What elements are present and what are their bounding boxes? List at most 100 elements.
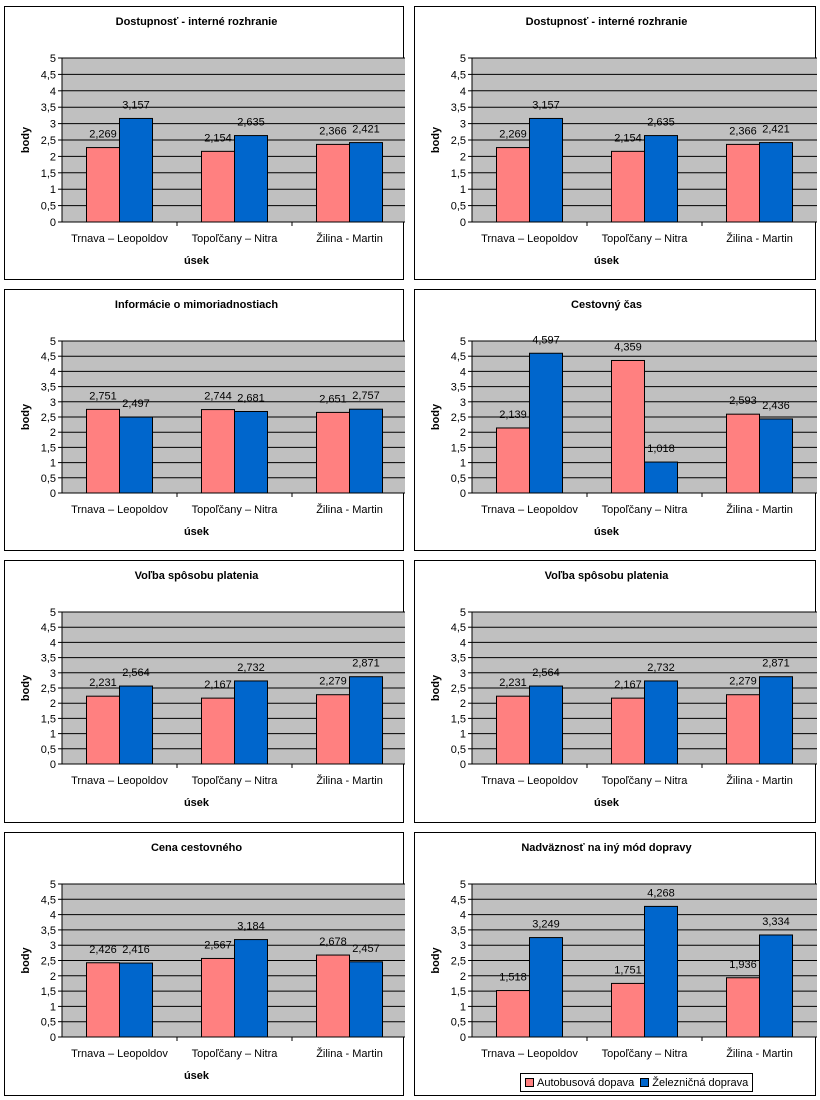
data-label: 2,416 [122,944,150,956]
bar [234,410,268,494]
x-axis-label: úsek [184,255,210,267]
data-label: 2,871 [352,658,380,670]
y-tick-label: 3 [50,940,56,952]
y-tick-label: 2 [460,151,466,163]
y-axis-label: body [430,946,442,973]
y-tick-label: 2 [50,427,56,439]
y-tick-label: 0 [50,1032,56,1044]
data-label: 2,279 [729,676,757,688]
y-tick-label: 4 [460,366,466,378]
data-label: 2,426 [89,944,117,956]
chart-title: Cena cestovného [151,842,242,854]
chart-svg: Voľba spôsobu platenia 0 0,5 1 1,5 2 2,5 3 3,5 4 4… [20,570,405,809]
chart-panel-5: Voľba spôsobu platenia 0 0,5 1 1,5 2 2,5 3 3,5 4 4… [4,560,405,823]
chart-title: Cestovný čas [571,299,642,311]
x-tick-label: Trnava – Leopoldov [481,1048,578,1060]
y-tick-label: 2 [460,427,466,439]
bar [349,676,383,765]
bar [119,685,153,765]
y-tick-label: 0 [460,1032,466,1044]
bar [611,359,645,494]
chart-panel-7: Cena cestovného 0 0,5 1 1,5 2 2,5 3 3,5 4 4,5 5 2,42… [4,832,405,1096]
bar [201,697,235,765]
y-tick-label: 4 [50,910,56,922]
x-tick-label: Trnava – Leopoldov [481,775,578,787]
chart-panel-8: Nadväznosť na iný mód dopravy 0 0,5 1 1,5 2 2,… [414,832,817,1096]
x-tick-label: Topoľčany – Nitra [192,233,279,245]
y-tick-label: 1,5 [41,986,56,998]
data-label: 3,334 [762,916,790,928]
data-label: 2,436 [762,400,790,412]
x-tick-label: Trnava – Leopoldov [71,504,168,516]
bar [726,143,760,223]
x-tick-label: Žilina - Martin [316,503,383,516]
bar [86,695,120,765]
y-tick-label: 2 [460,698,466,710]
data-label: 2,635 [237,117,265,129]
data-label: 2,497 [122,398,150,410]
y-tick-label: 4 [460,910,466,922]
bar [496,695,530,765]
data-label: 4,597 [532,334,560,346]
data-label: 2,279 [319,676,347,688]
data-label: 4,359 [614,341,642,353]
y-tick-label: 1,5 [451,713,466,725]
x-tick-label: Topoľčany – Nitra [192,504,279,516]
x-tick-label: Žilina - Martin [316,774,383,787]
data-label: 2,421 [762,124,790,136]
y-tick-label: 0 [460,217,466,229]
legend-label-rail: Železničná doprava [652,1076,749,1089]
y-tick-label: 1,5 [451,168,466,180]
y-tick-label: 3,5 [451,925,466,937]
y-tick-label: 0 [50,488,56,500]
y-tick-label: 3,5 [41,653,56,665]
bar [611,150,645,223]
y-tick-label: 3,5 [451,382,466,394]
bar [644,461,678,494]
y-tick-label: 3 [50,119,56,131]
bar [759,142,793,223]
y-tick-label: 3 [460,397,466,409]
y-tick-label: 2 [50,151,56,163]
y-tick-label: 4,5 [41,69,56,81]
data-label: 2,421 [352,124,380,136]
bar [234,135,268,223]
x-tick-label: Žilina - Martin [726,1047,793,1060]
x-axis-label: úsek [594,255,620,267]
data-label: 1,018 [647,443,675,455]
data-label: 2,751 [89,390,117,402]
data-label: 2,757 [352,390,380,402]
y-axis-label: body [430,126,442,153]
y-tick-label: 3 [460,119,466,131]
chart-title: Dostupnosť - interné rozhranie [526,16,688,28]
x-axis-label: úsek [184,797,210,809]
bar [644,905,678,1038]
data-label: 2,564 [122,667,150,679]
y-tick-label: 1,5 [41,168,56,180]
bar [349,408,383,494]
data-label: 1,936 [729,959,757,971]
data-label: 3,157 [122,99,150,111]
data-label: 3,184 [237,921,265,933]
x-tick-label: Žilina - Martin [316,232,383,245]
y-tick-label: 0,5 [41,473,56,485]
data-label: 1,518 [499,972,527,984]
data-label: 1,751 [614,964,642,976]
x-tick-label: Žilina - Martin [726,503,793,516]
y-tick-label: 0,5 [451,1017,466,1029]
y-tick-label: 0,5 [41,744,56,756]
y-tick-label: 4 [460,637,466,649]
y-tick-label: 0 [460,759,466,771]
y-tick-label: 1,5 [41,713,56,725]
y-tick-label: 0 [50,217,56,229]
chart-title: Voľba spôsobu platenia [545,570,670,582]
bar [496,147,530,223]
bar [201,409,235,494]
data-label: 2,269 [499,129,527,141]
bar [759,934,793,1038]
y-tick-label: 3 [50,668,56,680]
bar [119,117,153,223]
data-label: 2,366 [729,125,757,137]
y-tick-label: 2,5 [451,412,466,424]
y-tick-label: 3,5 [451,653,466,665]
